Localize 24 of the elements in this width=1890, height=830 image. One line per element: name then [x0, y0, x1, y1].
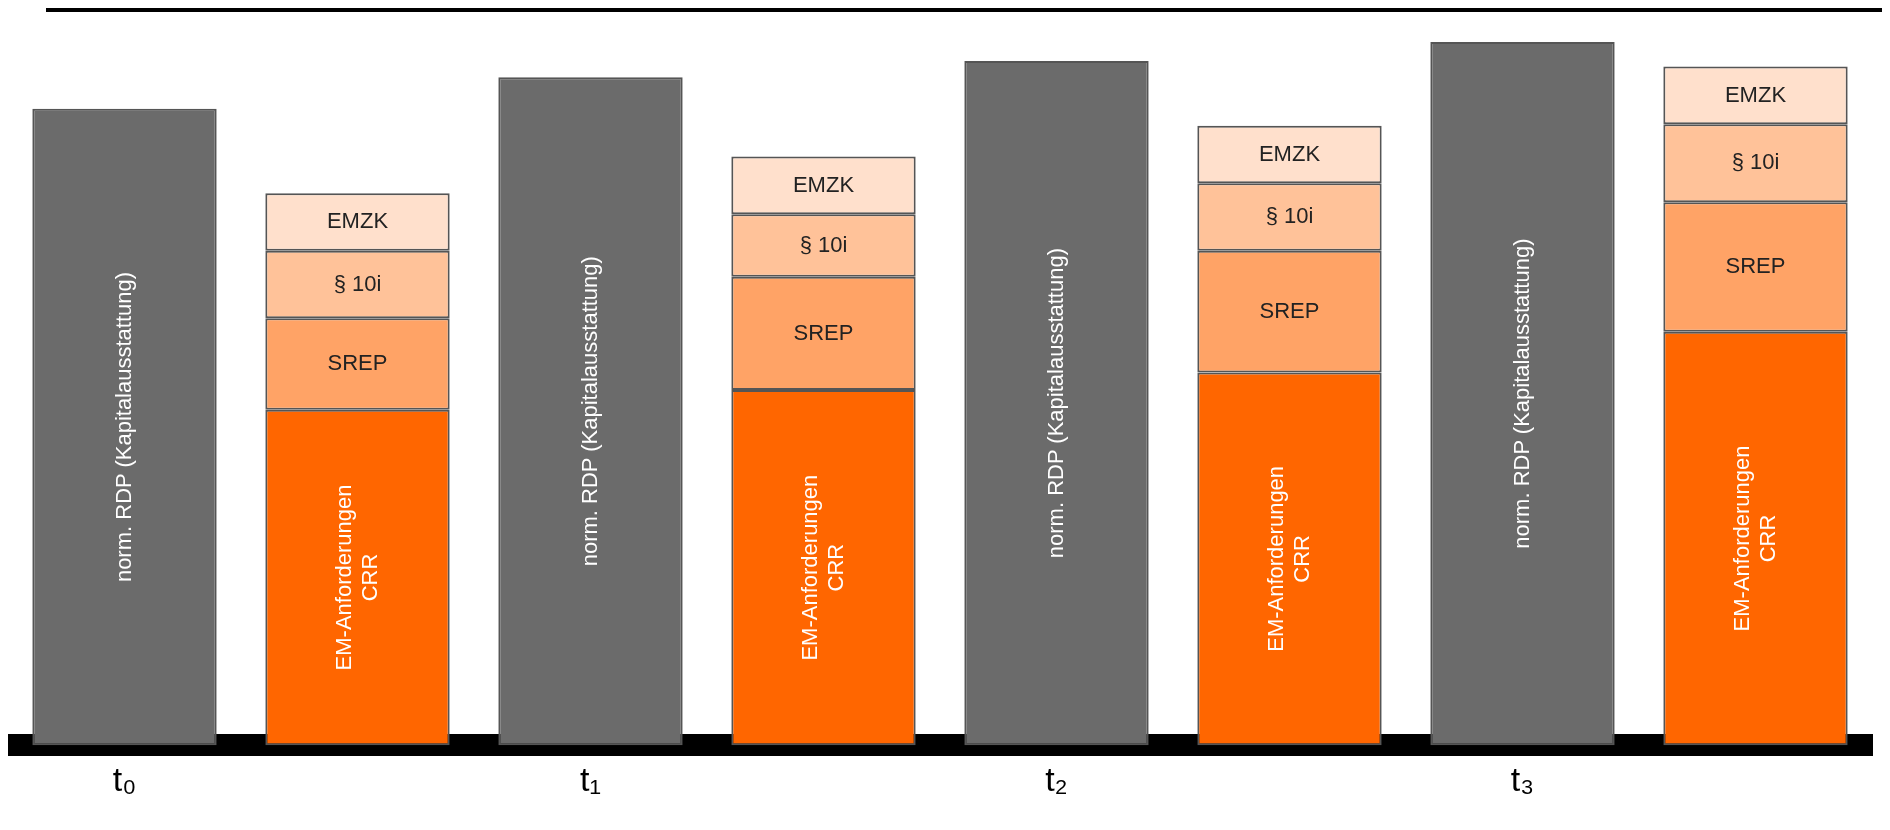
text: EMZK: [1724, 81, 1787, 107]
text: EMZK: [792, 171, 855, 197]
x-tick-label: t₁: [580, 759, 601, 798]
text: § 10i: [1731, 149, 1780, 175]
series-label: EMZK: [1258, 140, 1321, 166]
text: SREP: [1725, 253, 1786, 279]
series-label: SREP: [327, 350, 388, 376]
text: EM-Anforderungen CRR: [330, 484, 382, 671]
text: norm. RDP (Kapitalausstattung): [576, 256, 602, 567]
x-tick-label: t₂: [1045, 759, 1068, 798]
text: EMZK: [326, 208, 389, 234]
series-label: norm. RDP (Kapitalausstattung): [1042, 248, 1068, 559]
text: norm. RDP (Kapitalausstattung): [1508, 238, 1534, 549]
text: SREP: [1259, 297, 1320, 323]
text: § 10i: [1265, 203, 1314, 229]
x-tick-label: t₃: [1510, 759, 1535, 798]
text: norm. RDP (Kapitalausstattung): [110, 271, 136, 583]
x-tick-label: t₀: [112, 759, 137, 798]
text: SREP: [793, 319, 854, 345]
text: § 10i: [333, 270, 382, 296]
series-label: EM-Anforderungen CRR: [796, 474, 848, 661]
series-label: § 10i: [799, 231, 848, 257]
text: EM-Anforderungen CRR: [1262, 465, 1314, 652]
text: EM-Anforderungen CRR: [1728, 445, 1780, 632]
